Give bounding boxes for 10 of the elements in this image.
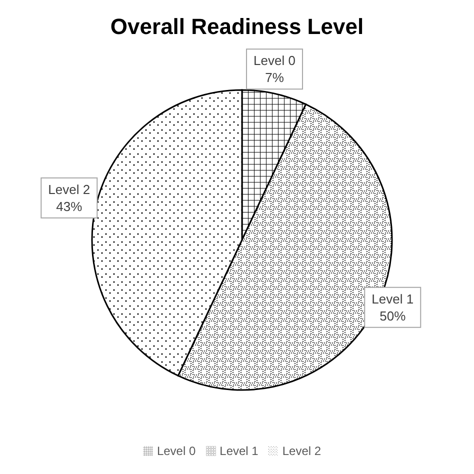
chart-title: Overall Readiness Level (109, 14, 365, 40)
data-label: 7% (265, 70, 284, 86)
legend-label: Level 1 (220, 444, 258, 458)
slice-label: Level 0 (254, 53, 296, 68)
data-label: 43% (56, 198, 83, 214)
legend-label: Level 2 (282, 444, 322, 458)
data-label: 50% (380, 308, 406, 324)
slice-label: Level 2 (48, 182, 90, 197)
slice-label: Level 1 (372, 291, 414, 306)
legend-label: Level 0 (156, 444, 196, 458)
